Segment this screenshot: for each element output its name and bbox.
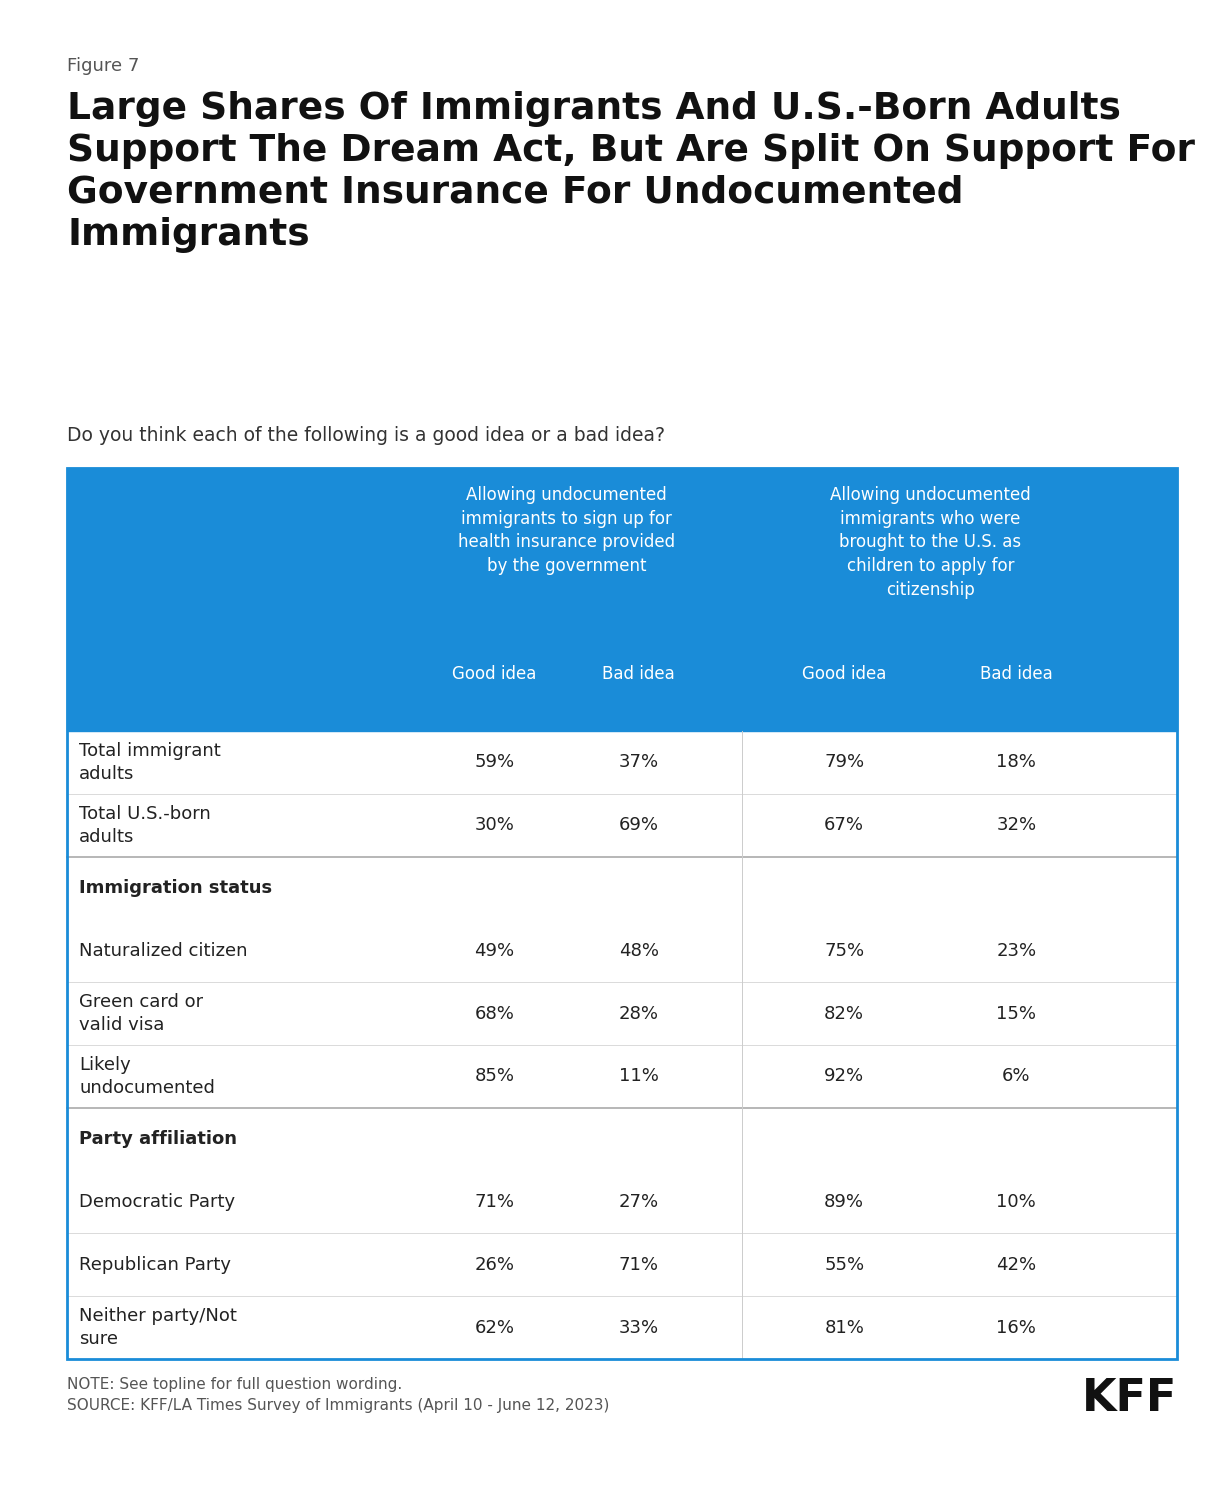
Text: Republican Party: Republican Party: [79, 1256, 232, 1274]
Text: 67%: 67%: [825, 815, 864, 834]
Text: KFF: KFF: [1082, 1377, 1177, 1419]
Text: 55%: 55%: [825, 1256, 864, 1274]
Text: Allowing undocumented
immigrants who were
brought to the U.S. as
children to app: Allowing undocumented immigrants who wer…: [830, 486, 1031, 598]
Text: 59%: 59%: [475, 753, 515, 772]
Text: 92%: 92%: [825, 1068, 864, 1086]
Text: Total immigrant
adults: Total immigrant adults: [79, 741, 221, 782]
Text: Neither party/Not
sure: Neither party/Not sure: [79, 1308, 237, 1348]
Text: 32%: 32%: [997, 815, 1036, 834]
Text: 49%: 49%: [475, 942, 515, 960]
Text: Green card or
valid visa: Green card or valid visa: [79, 994, 204, 1034]
Text: 68%: 68%: [475, 1004, 515, 1022]
Text: 18%: 18%: [997, 753, 1036, 772]
Text: 89%: 89%: [825, 1193, 864, 1211]
Text: 6%: 6%: [1002, 1068, 1031, 1086]
Text: Likely
undocumented: Likely undocumented: [79, 1055, 215, 1096]
Text: 15%: 15%: [997, 1004, 1036, 1022]
Text: 71%: 71%: [619, 1256, 659, 1274]
Text: Bad idea: Bad idea: [980, 664, 1053, 683]
Text: 85%: 85%: [475, 1068, 515, 1086]
Text: 75%: 75%: [825, 942, 864, 960]
Text: Immigration status: Immigration status: [79, 879, 272, 897]
Text: Good idea: Good idea: [453, 664, 537, 683]
Text: Large Shares Of Immigrants And U.S.-Born Adults
Support The Dream Act, But Are S: Large Shares Of Immigrants And U.S.-Born…: [67, 91, 1196, 254]
Text: 33%: 33%: [619, 1318, 659, 1336]
Text: 27%: 27%: [619, 1193, 659, 1211]
Text: Total U.S.-born
adults: Total U.S.-born adults: [79, 805, 211, 846]
Text: 62%: 62%: [475, 1318, 515, 1336]
Text: Naturalized citizen: Naturalized citizen: [79, 942, 248, 960]
Text: 48%: 48%: [619, 942, 659, 960]
Text: Party affiliation: Party affiliation: [79, 1129, 238, 1148]
Text: Do you think each of the following is a good idea or a bad idea?: Do you think each of the following is a …: [67, 426, 665, 445]
Text: 16%: 16%: [997, 1318, 1036, 1336]
Text: 71%: 71%: [475, 1193, 515, 1211]
Text: 30%: 30%: [475, 815, 515, 834]
Text: 10%: 10%: [997, 1193, 1036, 1211]
Text: Democratic Party: Democratic Party: [79, 1193, 235, 1211]
Text: 81%: 81%: [825, 1318, 864, 1336]
Text: Good idea: Good idea: [802, 664, 887, 683]
Text: 23%: 23%: [997, 942, 1036, 960]
Text: 82%: 82%: [825, 1004, 864, 1022]
Text: 69%: 69%: [619, 815, 659, 834]
Text: 42%: 42%: [997, 1256, 1036, 1274]
Text: Bad idea: Bad idea: [603, 664, 675, 683]
Text: NOTE: See topline for full question wording.
SOURCE: KFF/LA Times Survey of Immi: NOTE: See topline for full question word…: [67, 1377, 610, 1413]
Text: 26%: 26%: [475, 1256, 515, 1274]
Text: 37%: 37%: [619, 753, 659, 772]
Text: Figure 7: Figure 7: [67, 57, 139, 76]
Text: Allowing undocumented
immigrants to sign up for
health insurance provided
by the: Allowing undocumented immigrants to sign…: [459, 486, 675, 575]
Text: 11%: 11%: [619, 1068, 659, 1086]
Text: 28%: 28%: [619, 1004, 659, 1022]
Text: 79%: 79%: [825, 753, 864, 772]
